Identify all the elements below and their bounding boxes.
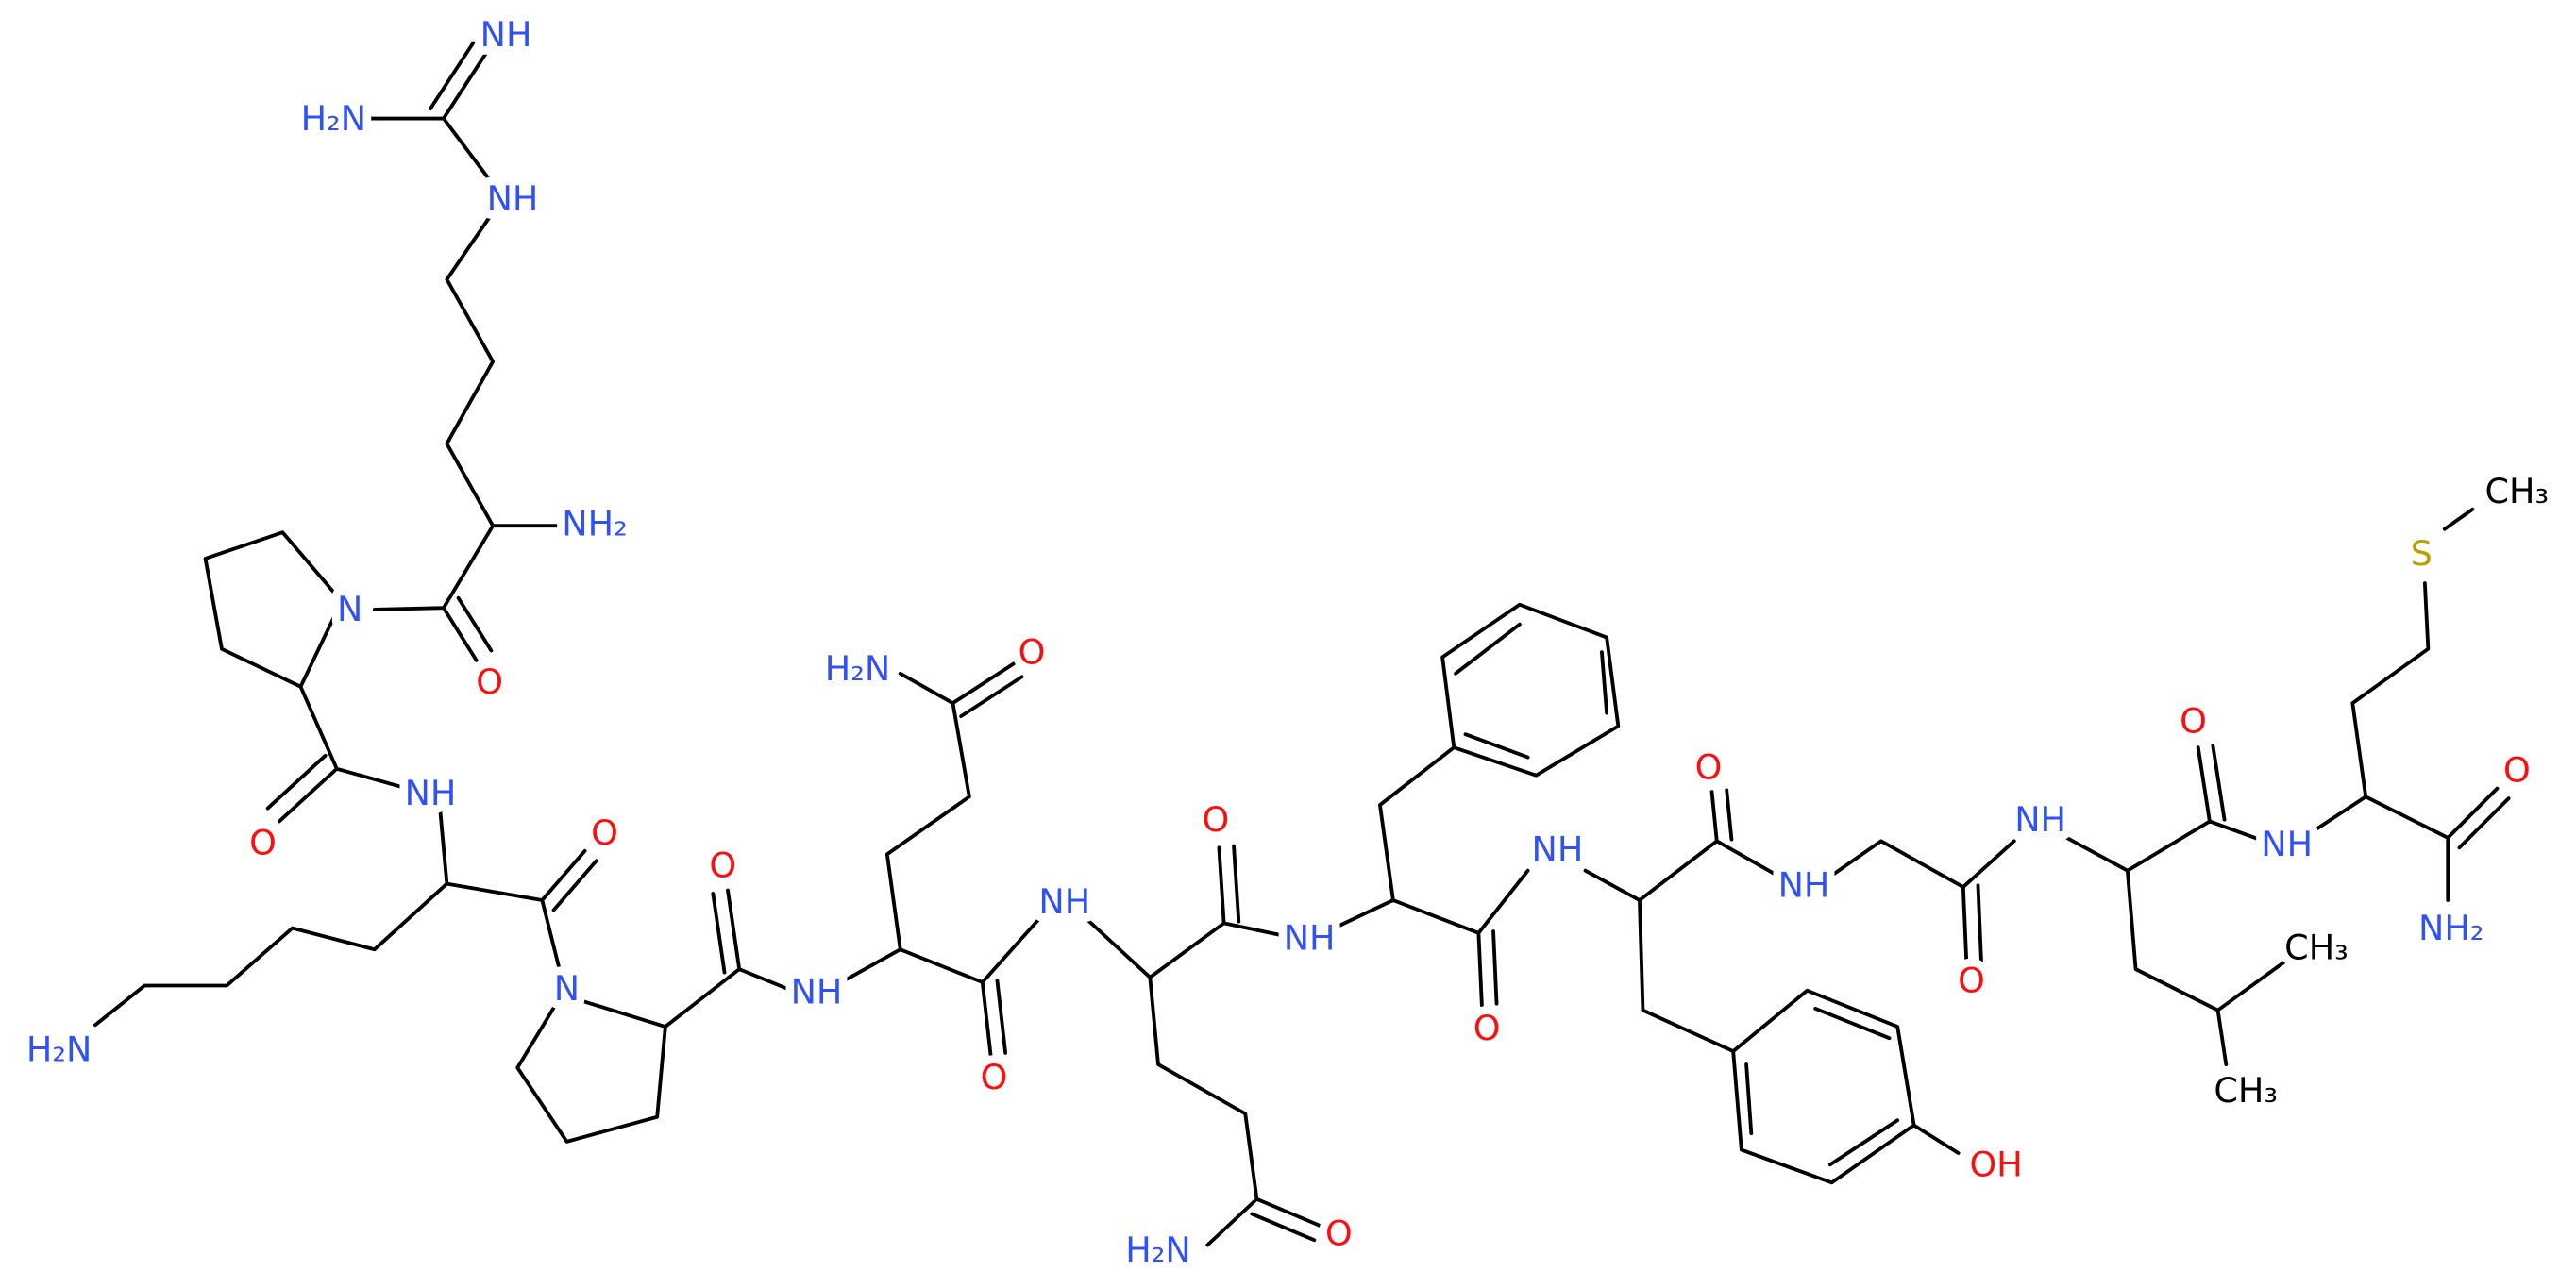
atom-label: CH₃: [2214, 1070, 2278, 1111]
atom-label: NH: [2261, 824, 2313, 864]
atom-label: S: [2411, 533, 2433, 574]
atom-label: NH: [1284, 917, 1336, 958]
atom-label: O: [709, 845, 736, 886]
atom-label: NH: [487, 178, 539, 219]
atom-label: O: [1473, 1008, 1501, 1048]
atom-label: H₂N: [1125, 1229, 1190, 1270]
atom-label: H₂N: [26, 1029, 92, 1070]
atom-label: O: [249, 822, 277, 862]
atom-label: O: [476, 661, 503, 702]
atom-label: CH₃: [2485, 471, 2550, 511]
atom-label: NH: [2014, 799, 2066, 840]
atom-label: N: [554, 968, 580, 1009]
atom-label: O: [981, 1057, 1008, 1097]
atom-label: NH: [791, 972, 843, 1012]
atom-label: O: [1019, 631, 1046, 672]
atom-label: O: [2180, 701, 2207, 742]
atom-label: H₂N: [301, 98, 366, 139]
atom-label: NH: [405, 773, 457, 813]
atom-label: OH: [1970, 1144, 2023, 1184]
atom-label: CH₃: [2284, 928, 2349, 968]
atom-label: O: [1325, 1213, 1353, 1254]
atom-label: NH₂: [2418, 908, 2483, 948]
atom-label: NH: [1038, 881, 1090, 922]
atom-label: NH: [1532, 828, 1584, 869]
atom-label: NH: [480, 14, 532, 55]
atom-label: O: [1203, 799, 1230, 840]
atom-label: O: [2503, 750, 2531, 791]
atom-label: O: [1695, 746, 1723, 787]
atom-label: N: [337, 589, 362, 629]
atom-label: O: [1958, 961, 1985, 1001]
double-bonds: [265, 41, 2511, 1243]
atom-label: H₂N: [825, 648, 890, 689]
atom-label: O: [591, 812, 618, 853]
single-bonds: [93, 116, 2475, 1247]
atom-label: NH: [1778, 865, 1830, 906]
atom-label: NH₂: [562, 504, 627, 544]
